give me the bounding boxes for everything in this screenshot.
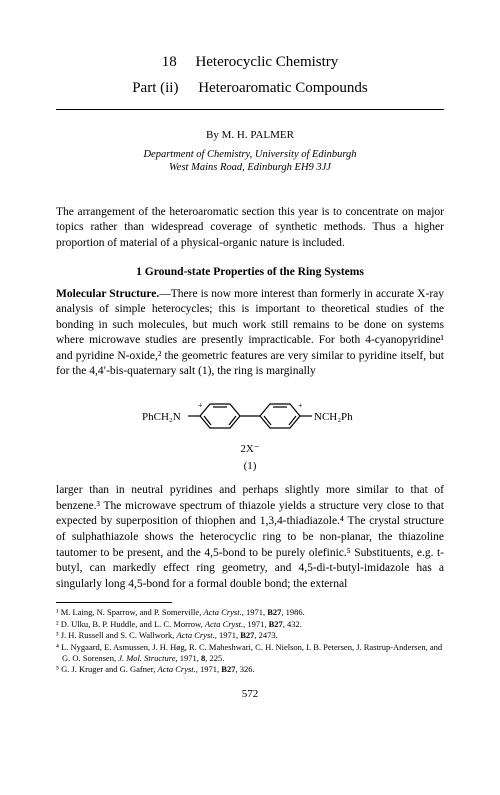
heading-rule [56,109,444,110]
intro-paragraph: The arrangement of the heteroaromatic se… [56,205,444,252]
footnote-5: ⁵ G. J. Kruger and G. Gafner, Acta Cryst… [56,664,444,675]
section-heading: 1 Ground-state Properties of the Ring Sy… [56,265,444,281]
footnote-2: ² D. Ulku, B. P. Huddle, and L. C. Morro… [56,619,444,630]
paragraph-1: Molecular Structure.—There is now more i… [56,287,444,380]
affiliation: Department of Chemistry, University of E… [56,148,444,174]
footnotes: ¹ M. Laing, N. Sparrow, and P. Somervill… [56,607,444,675]
svg-text:+: + [198,401,203,410]
page-number: 572 [56,687,444,702]
footnote-3: ³ J. H. Russell and S. C. Wallwork, Acta… [56,630,444,641]
structure-left-label: PhCH₂N [142,411,181,423]
footnote-1: ¹ M. Laing, N. Sparrow, and P. Somervill… [56,607,444,618]
chapter-heading: 18 Heterocyclic Chemistry [56,52,444,72]
part-heading: Part (ii) Heteroaromatic Compounds [56,78,444,98]
run-in-heading: Molecular Structure. [56,288,159,300]
part-title: Heteroaromatic Compounds [198,78,368,98]
paragraph-2: larger than in neutral pyridines and per… [56,483,444,592]
chapter-title: Heterocyclic Chemistry [195,52,338,72]
paragraph-1-text: —There is now more interest than formerl… [56,288,444,378]
counterion-label: 2X⁻ [56,442,444,457]
affiliation-line1: Department of Chemistry, University of E… [143,149,356,160]
footnote-4: ⁴ L. Nygaard, E. Asmussen, J. H. Høg, R.… [56,642,444,663]
chapter-number: 18 [162,52,177,72]
svg-text:+: + [298,401,303,410]
author-byline: By M. H. PALMER [56,128,444,143]
chemical-structure: + + PhCH₂N NCH₂Ph 2X⁻ (1) [56,392,444,474]
structure-right-label: NCH₂Ph [314,411,353,423]
footnote-rule [56,602,172,603]
affiliation-line2: West Mains Road, Edinburgh EH9 3JJ [169,162,331,173]
compound-number: (1) [56,459,444,474]
part-label: Part (ii) [132,78,178,98]
structure-svg: + + PhCH₂N NCH₂Ph [140,392,360,440]
